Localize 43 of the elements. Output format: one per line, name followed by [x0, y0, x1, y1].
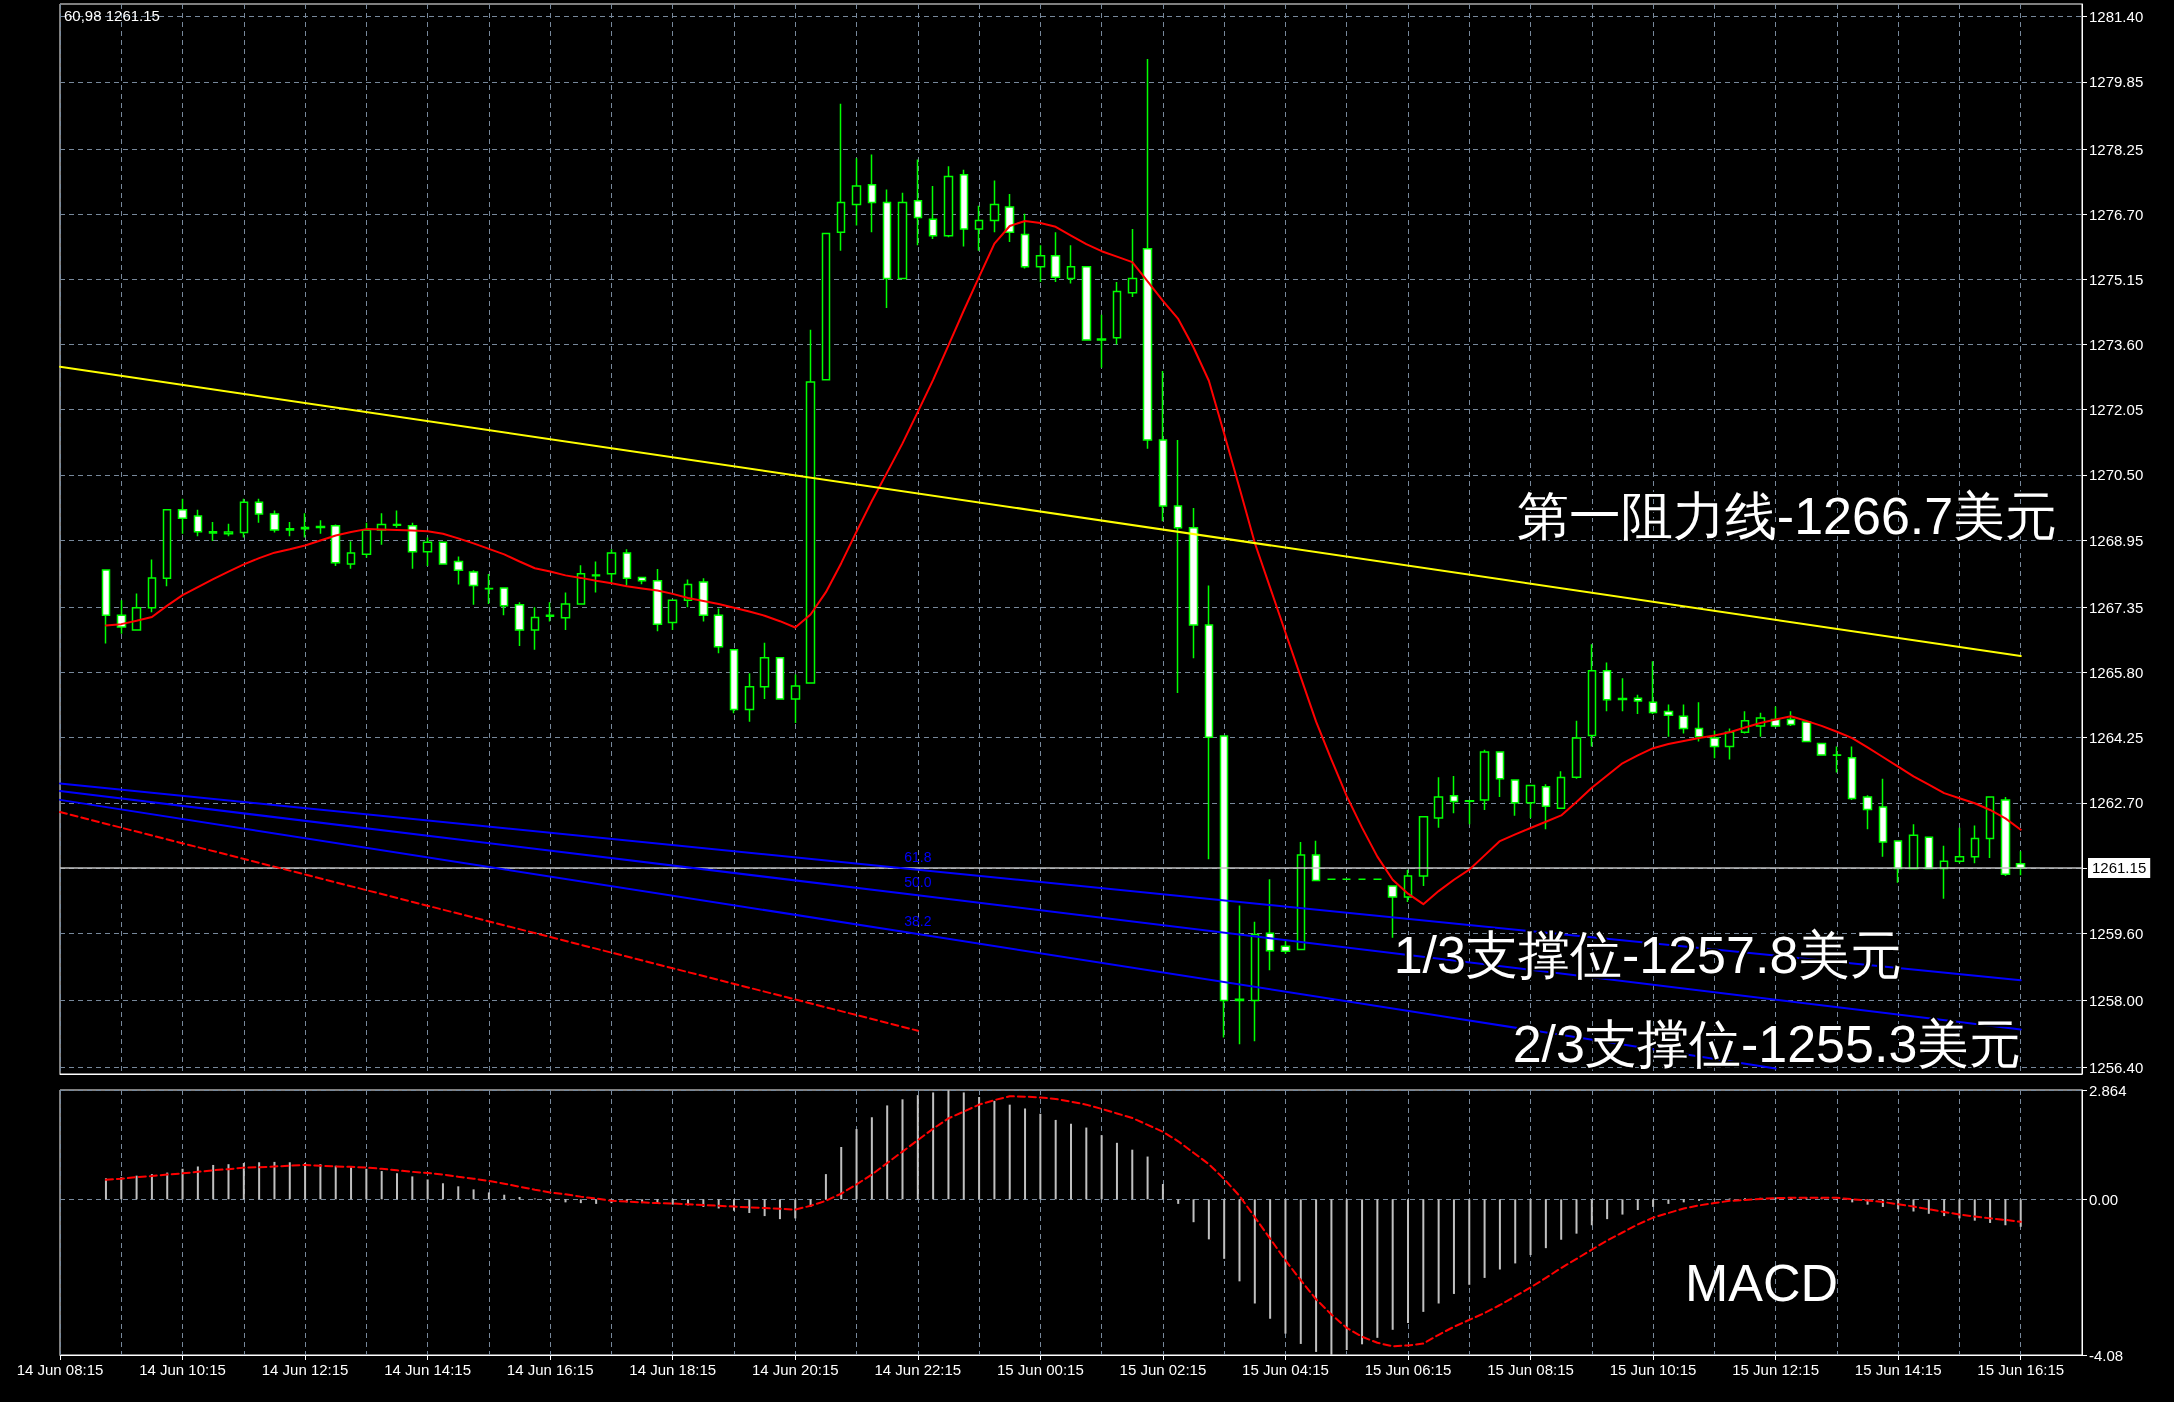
ref-line-label: 1261.15	[2092, 859, 2147, 877]
y-tick-label: 1270.50	[2089, 466, 2144, 484]
y-tick-label: 1262.70	[2089, 794, 2144, 812]
x-tick-label: 15 Jun 02:15	[1119, 1361, 1207, 1378]
y-tick-label: -4.08	[2089, 1346, 2124, 1364]
x-tick-label: 14 Jun 16:15	[506, 1361, 594, 1378]
y-tick-label: 0.00	[2089, 1190, 2119, 1208]
y-tick-label: 1276.70	[2089, 205, 2144, 223]
y-tick-label: 1267.35	[2089, 598, 2144, 616]
x-tick-label: 15 Jun 00:15	[996, 1361, 1084, 1378]
x-tick-label: 14 Jun 18:15	[629, 1361, 717, 1378]
y-tick-label: 1265.80	[2089, 663, 2144, 681]
x-tick-label: 14 Jun 12:15	[261, 1361, 349, 1378]
annotation: 第一阻力线-1266.7美元	[1516, 487, 2058, 545]
x-tick-label: 15 Jun 16:15	[1977, 1361, 2065, 1378]
x-tick-label: 15 Jun 08:15	[1487, 1361, 1574, 1378]
y-tick-label: 1268.95	[2089, 531, 2144, 549]
series-label: 38.2	[904, 913, 932, 929]
x-tick-label: 14 Jun 08:15	[16, 1361, 104, 1378]
x-tick-label: 14 Jun 22:15	[874, 1361, 962, 1378]
annotation: 60,98 1261.15	[64, 7, 160, 24]
y-tick-label: 1272.05	[2089, 401, 2144, 419]
y-tick-label: 1258.00	[2089, 991, 2144, 1009]
y-tick-label: 1279.85	[2089, 73, 2144, 91]
y-tick-label: 1273.60	[2089, 336, 2144, 354]
series-label: 50.0	[904, 874, 932, 891]
y-tick-label: 1264.25	[2089, 729, 2144, 747]
y-tick-label: 1281.40	[2089, 8, 2144, 26]
y-tick-label: 1256.40	[2089, 1059, 2144, 1077]
series-label: 61.8	[904, 848, 932, 865]
x-tick-label: 14 Jun 10:15	[139, 1361, 226, 1378]
x-tick-label: 14 Jun 20:15	[751, 1361, 839, 1378]
x-tick-label: 15 Jun 04:15	[1242, 1361, 1329, 1378]
x-tick-label: 15 Jun 10:15	[1609, 1361, 1697, 1378]
y-tick-label: 1275.15	[2089, 270, 2144, 288]
text: MACD	[1685, 1254, 1839, 1312]
y-tick-label: 2.864	[2089, 1081, 2127, 1099]
x-tick-label: 15 Jun 12:15	[1732, 1361, 1820, 1378]
x-tick-label: 15 Jun 06:15	[1364, 1361, 1452, 1378]
y-tick-label: 1278.25	[2089, 140, 2144, 158]
y-tick-label: 1259.60	[2089, 924, 2144, 942]
x-tick-label: 15 Jun 14:15	[1854, 1361, 1942, 1378]
x-tick-label: 14 Jun 14:15	[384, 1361, 472, 1378]
